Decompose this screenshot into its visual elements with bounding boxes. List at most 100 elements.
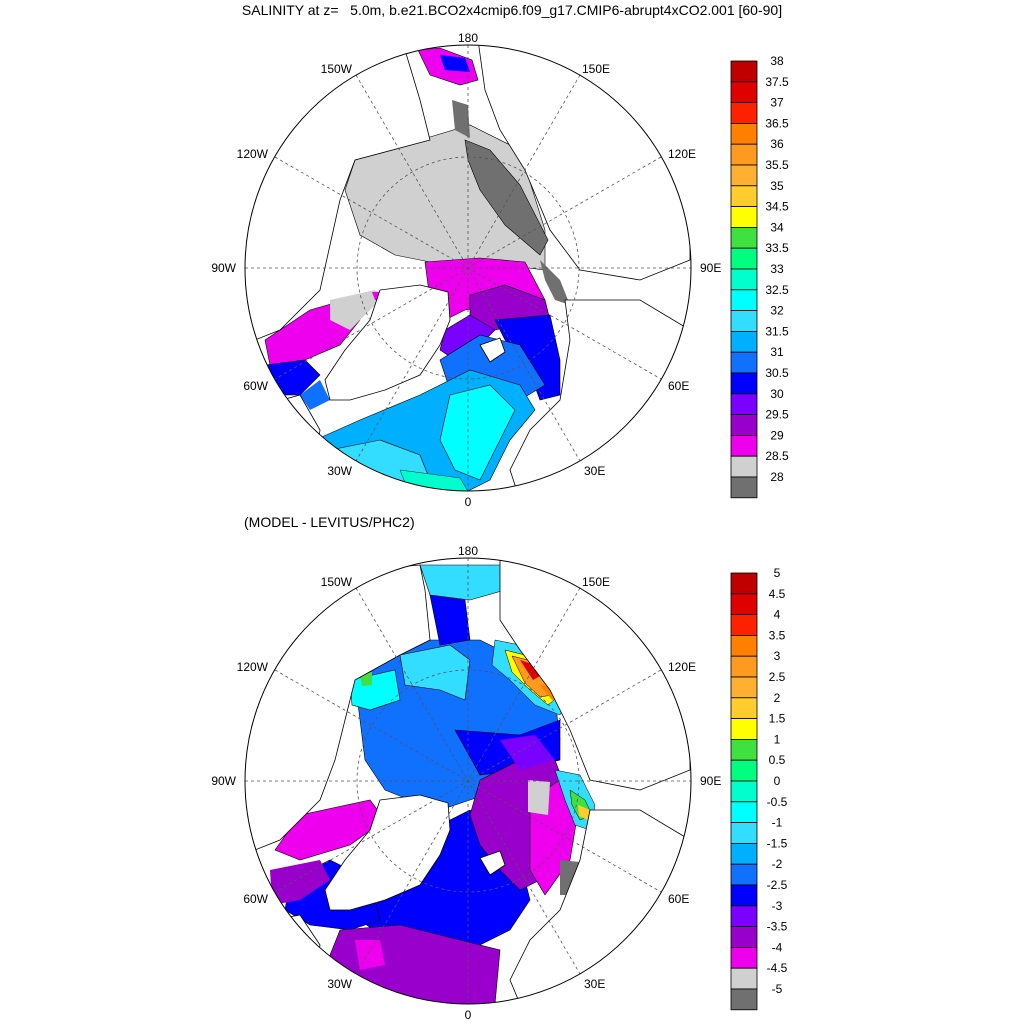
colorbar-swatch xyxy=(730,247,758,270)
colorbar-swatch xyxy=(730,863,758,886)
colorbar-label: -4.5 xyxy=(767,961,788,975)
colorbar-swatch xyxy=(730,330,758,353)
colorbar-swatch xyxy=(730,393,758,415)
difference-title: (MODEL - LEVITUS/PHC2) xyxy=(244,514,415,530)
salinity-lon-labels: 180 150E 120E 90E 60E 30E 0 30W 60W 90W … xyxy=(211,31,721,509)
colorbar-label: 35 xyxy=(770,179,784,193)
colorbar-label: 3.5 xyxy=(769,628,786,642)
lon-label: 150E xyxy=(582,575,610,589)
colorbar-swatch xyxy=(730,843,758,865)
colorbar-label: -3.5 xyxy=(767,920,788,934)
colorbar-label: 2 xyxy=(774,691,781,705)
colorbar-label: 35.5 xyxy=(765,158,789,172)
difference-lon-labels: 180 150E 120E 90E 60E 30E 0 30W 60W 90W … xyxy=(211,544,721,1022)
colorbar-swatch xyxy=(730,676,758,699)
colorbar-label: 30.5 xyxy=(765,366,789,380)
salinity-colorbar: 38 37.5 37 36.5 36 35.5 35 34.5 34 33.5 33 32.5 32 31… xyxy=(730,54,789,499)
colorbar-swatch xyxy=(730,759,758,782)
lon-label: 90W xyxy=(211,261,236,275)
colorbar-label: -2 xyxy=(772,857,783,871)
colorbar-swatch xyxy=(730,268,758,291)
lon-label: 30W xyxy=(327,977,352,991)
colorbar-label: 1 xyxy=(774,732,781,746)
colorbar-label: 34.5 xyxy=(765,200,789,214)
colorbar-swatch xyxy=(730,476,758,499)
colorbar-swatch xyxy=(730,801,758,823)
difference-colorbar: 5 4.5 4 3.5 3 2.5 2 1.5 1 0.5 0 -0.5 -1 -1.5 -2 -2.5 -3 -… xyxy=(730,566,788,1011)
lon-label: 60E xyxy=(668,379,689,393)
colorbar-swatch xyxy=(730,739,758,761)
colorbar-swatch xyxy=(730,614,758,636)
colorbar-swatch xyxy=(730,822,758,844)
colorbar-swatch xyxy=(730,185,758,208)
colorbar-label: -5 xyxy=(772,982,783,996)
lon-label: 150W xyxy=(321,575,353,589)
lon-label: 120E xyxy=(668,660,696,674)
colorbar-swatch xyxy=(730,905,758,927)
lon-label: 60E xyxy=(668,892,689,906)
colorbar-swatch xyxy=(730,414,758,436)
lon-label: 60W xyxy=(243,379,268,393)
colorbar-label: 29.5 xyxy=(765,408,789,422)
colorbar-label: 5 xyxy=(774,566,781,580)
colorbar-swatch xyxy=(730,143,758,166)
lon-label: 90W xyxy=(211,774,236,788)
colorbar-swatch xyxy=(730,310,758,332)
colorbar-label: 28.5 xyxy=(765,449,789,463)
colorbar-swatch xyxy=(730,884,758,907)
colorbar-swatch xyxy=(730,718,758,740)
colorbar-label: 3 xyxy=(774,649,781,663)
colorbar-label: 32 xyxy=(770,304,784,318)
colorbar-label: -4 xyxy=(772,940,783,954)
colorbar-swatch xyxy=(730,81,758,104)
lon-label: 30W xyxy=(327,464,352,478)
lon-label: 150W xyxy=(321,62,353,76)
colorbar-swatch xyxy=(730,988,758,1011)
colorbar-swatch xyxy=(730,593,758,615)
colorbar-swatch xyxy=(730,226,758,249)
colorbar-label: 0.5 xyxy=(769,753,786,767)
colorbar-label: 4 xyxy=(774,608,781,622)
colorbar-label: 1.5 xyxy=(769,712,786,726)
colorbar-label: 34 xyxy=(770,220,784,234)
lon-label: 90E xyxy=(700,261,721,275)
colorbar-label: 33 xyxy=(770,262,784,276)
colorbar-swatch xyxy=(730,635,758,657)
lon-label: 0 xyxy=(465,495,472,509)
lon-label: 60W xyxy=(243,892,268,906)
colorbar-label: 33.5 xyxy=(765,241,789,255)
colorbar-label: -1 xyxy=(772,816,783,830)
colorbar-swatch xyxy=(730,926,758,948)
difference-field xyxy=(245,558,691,1004)
colorbar-label: 37.5 xyxy=(765,75,789,89)
colorbar-swatch xyxy=(730,947,758,969)
lon-label: 180 xyxy=(458,31,478,45)
colorbar-swatch xyxy=(730,455,758,478)
colorbar-swatch xyxy=(730,164,758,187)
colorbar-swatch xyxy=(730,572,758,595)
difference-map: 180 150E 120E 90E 60E 30E 0 30W 60W 90W … xyxy=(211,544,721,1022)
colorbar-label: 38 xyxy=(770,54,784,68)
salinity-map: 180 150E 120E 90E 60E 30E 0 30W 60W 90W … xyxy=(211,31,721,509)
colorbar-label: 32.5 xyxy=(765,283,789,297)
colorbar-swatch xyxy=(730,967,758,990)
colorbar-label: 37 xyxy=(770,96,784,110)
colorbar-swatch xyxy=(730,780,758,803)
colorbar-label: 36.5 xyxy=(765,116,789,130)
colorbar-swatch xyxy=(730,372,758,395)
colorbar-label: -1.5 xyxy=(767,836,788,850)
colorbar-swatch xyxy=(730,697,758,719)
colorbar-label: 4.5 xyxy=(769,587,786,601)
colorbar-label: -0.5 xyxy=(767,795,788,809)
lon-label: 120E xyxy=(668,147,696,161)
colorbar-label: -3 xyxy=(772,899,783,913)
colorbar-label: 31.5 xyxy=(765,324,789,338)
colorbar-swatch xyxy=(730,289,758,311)
colorbar-label: 0 xyxy=(774,774,781,788)
colorbar-label: 30 xyxy=(770,387,784,401)
figure-title: SALINITY at z= 5.0m, b.e21.BCO2x4cmip6.f… xyxy=(241,2,783,18)
colorbar-swatch xyxy=(730,655,758,678)
lon-label: 180 xyxy=(458,544,478,558)
colorbar-swatch xyxy=(730,123,758,145)
